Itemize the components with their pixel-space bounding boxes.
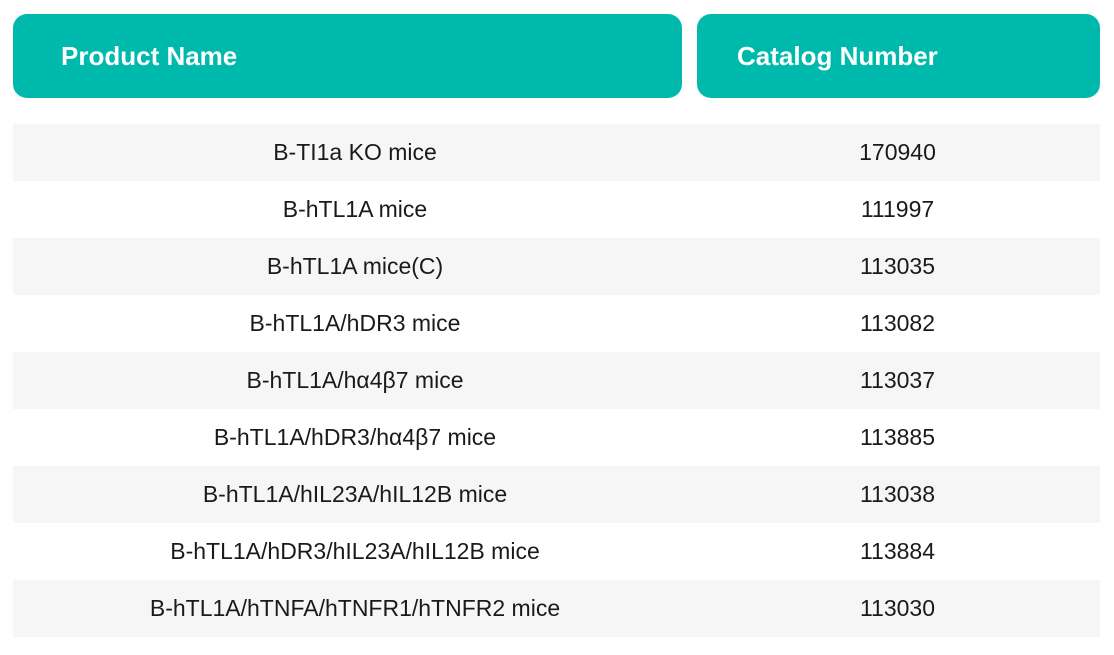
catalog-number-cell: 113037	[859, 367, 936, 393]
product-name-header-label: Product Name	[61, 40, 238, 71]
table-row: B-hTL1A/hDR3/hIL23A/hIL12B mice 113884	[13, 523, 1100, 580]
catalog-number-cell: 111997	[860, 196, 935, 222]
product-name-cell: B-hTL1A/hIL23A/hIL12B mice	[202, 481, 508, 507]
product-name-header: Product Name	[13, 14, 682, 98]
table-row: B-hTL1A/hTNFA/hTNFR1/hTNFR2 mice 113030	[13, 580, 1100, 637]
table-row: B-hTL1A mice(C) 113035	[13, 238, 1100, 295]
product-name-cell: B-hTL1A mice	[282, 196, 428, 222]
catalog-number-header-label: Catalog Number	[737, 40, 938, 71]
catalog-number-cell: 113885	[859, 424, 936, 450]
catalog-number-cell: 113035	[859, 253, 936, 279]
catalog-number-cell: 170940	[859, 139, 936, 165]
catalog-number-cell: 113884	[859, 538, 936, 564]
product-name-cell: B-hTL1A/hDR3/hα4β7 mice	[213, 424, 497, 450]
product-name-cell: B-hTL1A/hTNFA/hTNFR1/hTNFR2 mice	[149, 595, 561, 621]
product-name-cell: B-TI1a KO mice	[273, 139, 437, 165]
product-name-cell: B-hTL1A/hDR3 mice	[249, 310, 461, 336]
table-row: B-TI1a KO mice 170940	[13, 124, 1100, 181]
table-row: B-hTL1A/hDR3/hα4β7 mice 113885	[13, 409, 1100, 466]
catalog-number-cell: 113038	[859, 481, 936, 507]
table-row: B-hTL1A/hα4β7 mice 113037	[13, 352, 1100, 409]
product-name-cell: B-hTL1A mice(C)	[266, 253, 444, 279]
product-name-cell: B-hTL1A/hα4β7 mice	[246, 367, 464, 393]
catalog-number-header: Catalog Number	[697, 14, 1100, 98]
table-row: B-hTL1A mice 111997	[13, 181, 1100, 238]
product-table: B-TI1a KO mice 170940 B-hTL1A mice 11199…	[13, 124, 1100, 637]
table-row: B-hTL1A/hIL23A/hIL12B mice 113038	[13, 466, 1100, 523]
catalog-number-cell: 113030	[859, 595, 936, 621]
table-row: B-hTL1A/hDR3 mice 113082	[13, 295, 1100, 352]
catalog-number-cell: 113082	[859, 310, 936, 336]
product-name-cell: B-hTL1A/hDR3/hIL23A/hIL12B mice	[170, 538, 540, 564]
